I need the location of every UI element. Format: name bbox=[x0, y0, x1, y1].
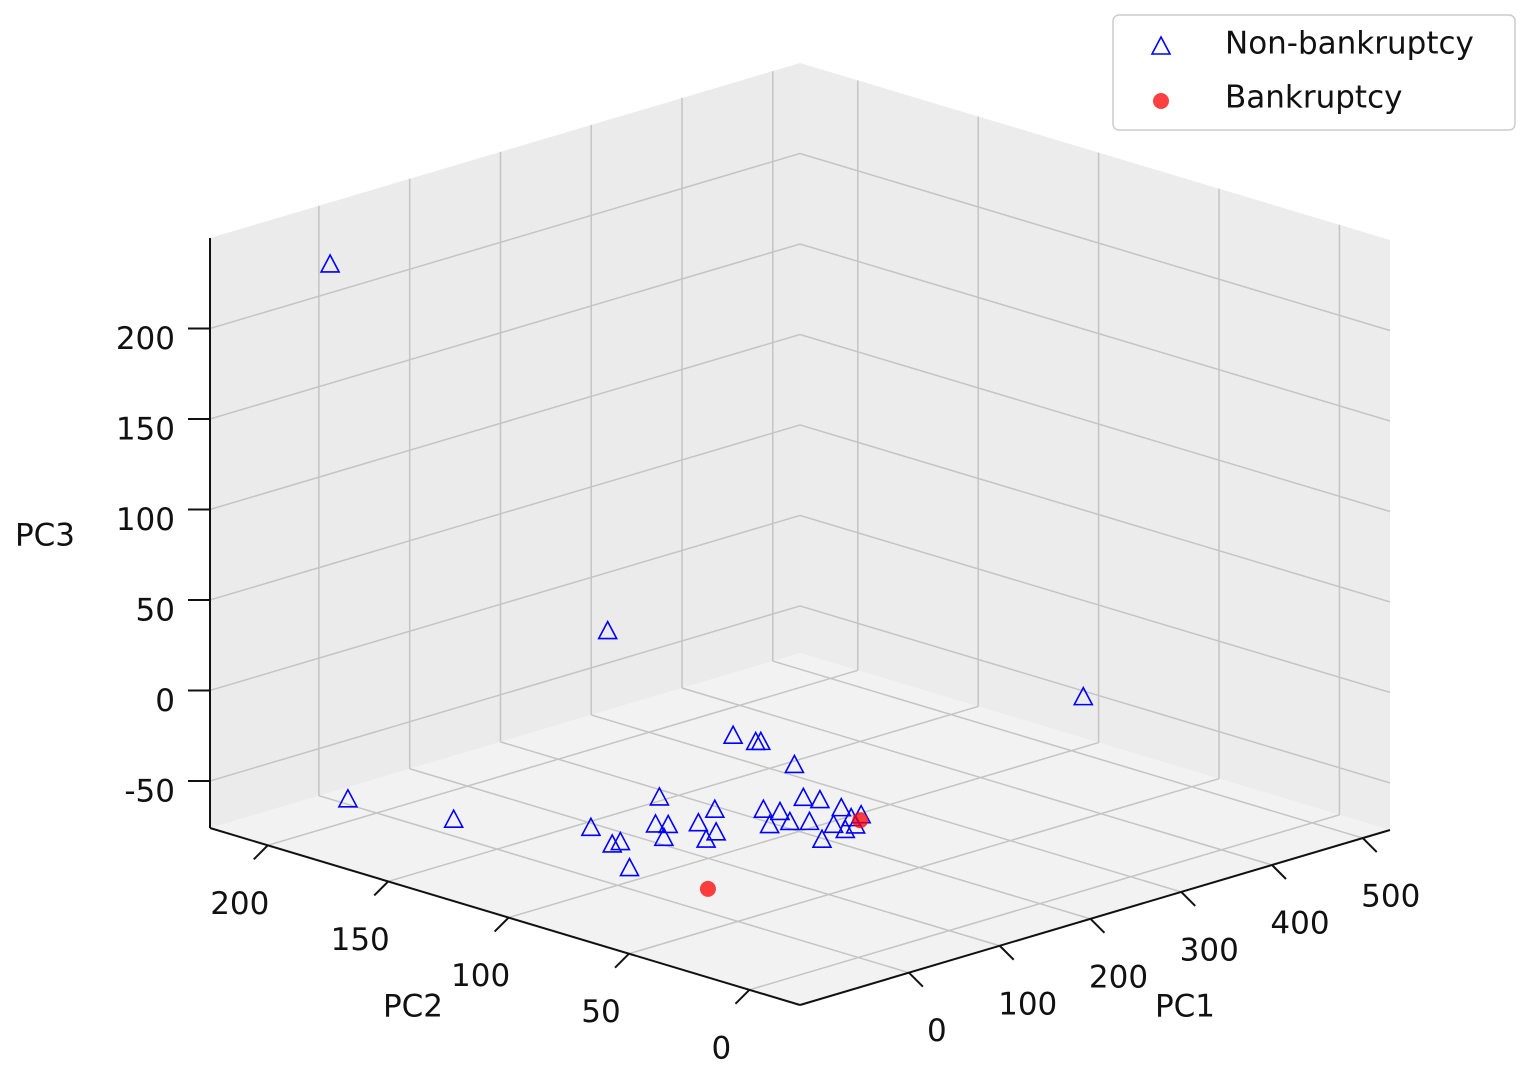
z-tick-label: 50 bbox=[136, 592, 175, 628]
y-tick-label: 50 bbox=[581, 994, 620, 1030]
triangle-marker bbox=[830, 796, 852, 817]
legend-label: Bankruptcy bbox=[1225, 80, 1402, 116]
x-axis-label: PC1 bbox=[1155, 989, 1215, 1025]
triangle-marker bbox=[1150, 35, 1172, 55]
triangle-marker bbox=[784, 753, 805, 774]
legend-label: Non-bankruptcy bbox=[1225, 26, 1474, 62]
grid-line bbox=[209, 514, 801, 692]
tick-mark bbox=[998, 945, 1015, 961]
triangle-marker bbox=[597, 619, 619, 640]
x-tick-label: 400 bbox=[1270, 906, 1329, 942]
triangle-marker bbox=[809, 788, 831, 809]
grid-line bbox=[267, 669, 859, 847]
triangle-marker bbox=[704, 798, 726, 819]
tick-mark bbox=[1362, 837, 1378, 853]
triangle-marker bbox=[695, 828, 717, 848]
triangle-marker bbox=[601, 833, 623, 853]
grid-line bbox=[209, 243, 801, 420]
circle-marker bbox=[1153, 93, 1169, 109]
triangle-marker bbox=[649, 786, 670, 806]
triangle-marker bbox=[823, 813, 844, 834]
tick-mark bbox=[1180, 891, 1196, 907]
circle-marker bbox=[852, 812, 869, 829]
pane bbox=[800, 63, 1390, 830]
grid-line bbox=[772, 660, 1363, 839]
triangle-marker bbox=[657, 813, 679, 834]
triangle-marker bbox=[779, 810, 801, 831]
triangle-marker bbox=[799, 810, 820, 831]
y-axis-label: PC2 bbox=[383, 989, 443, 1025]
grid-line bbox=[799, 605, 1391, 784]
z-tick-label: 200 bbox=[116, 321, 175, 357]
triangle-marker bbox=[443, 808, 464, 828]
triangle-marker bbox=[1072, 685, 1094, 706]
triangle-marker bbox=[759, 813, 780, 834]
grid-line bbox=[799, 514, 1391, 694]
x-tick-label: 200 bbox=[1089, 959, 1148, 995]
triangle-marker bbox=[580, 816, 602, 837]
tick-mark bbox=[614, 952, 630, 969]
grid-line bbox=[681, 687, 1273, 866]
triangle-marker bbox=[793, 786, 814, 807]
z-tick-label: 100 bbox=[116, 502, 175, 538]
grid-line bbox=[409, 768, 1000, 947]
triangle-marker bbox=[645, 813, 666, 833]
triangle-marker bbox=[337, 788, 359, 808]
grid-line bbox=[591, 714, 1182, 893]
tick-mark bbox=[373, 880, 389, 897]
axes-panes: 0 100 200 300 400 500 0 50 100 150 200 -50 0 50 100 150… bbox=[116, 63, 1420, 1066]
grid-line bbox=[318, 794, 910, 974]
triangle-marker bbox=[811, 828, 833, 849]
z-tick-label: 0 bbox=[155, 683, 175, 719]
pane bbox=[210, 63, 800, 828]
x-tick-label: 100 bbox=[998, 986, 1057, 1022]
tick-mark bbox=[1271, 864, 1287, 880]
tick-mark bbox=[908, 971, 924, 988]
grid-line bbox=[799, 243, 1391, 422]
triangle-marker bbox=[750, 730, 772, 751]
grid-line bbox=[749, 814, 1340, 991]
grid-line bbox=[628, 777, 1220, 955]
tick-mark bbox=[1089, 918, 1106, 934]
points bbox=[319, 253, 1094, 897]
grid-line bbox=[209, 333, 801, 511]
triangle-marker bbox=[753, 798, 774, 818]
triangle-marker bbox=[610, 830, 631, 851]
grid-line bbox=[799, 152, 1391, 332]
tick-mark bbox=[734, 989, 751, 1005]
z-tick-label: 150 bbox=[116, 411, 175, 447]
y-axis bbox=[209, 827, 801, 1006]
x-tick-label: 300 bbox=[1180, 932, 1239, 968]
tick-mark bbox=[253, 844, 269, 861]
triangle-marker bbox=[619, 856, 640, 877]
x-tick-label: 0 bbox=[927, 1013, 947, 1049]
grid-line bbox=[209, 152, 801, 330]
grid-line bbox=[209, 605, 801, 782]
triangle-marker bbox=[769, 800, 791, 821]
triangle-marker bbox=[319, 253, 341, 273]
y-tick-label: 0 bbox=[712, 1030, 732, 1066]
grid-line bbox=[500, 741, 1091, 920]
legend: Non-bankruptcy Bankruptcy bbox=[1112, 14, 1516, 131]
triangle-marker bbox=[688, 812, 709, 832]
x-tick-label: 500 bbox=[1361, 879, 1420, 915]
y-tick-label: 100 bbox=[451, 958, 510, 994]
grid-line bbox=[387, 705, 979, 883]
triangle-marker bbox=[722, 724, 744, 745]
z-tick-label: -50 bbox=[124, 773, 175, 809]
tick-mark bbox=[493, 916, 510, 933]
grid-line bbox=[799, 424, 1391, 603]
triangle-marker bbox=[705, 821, 727, 841]
grid-line bbox=[799, 333, 1391, 513]
grid-line bbox=[209, 424, 801, 601]
x-axis bbox=[799, 829, 1391, 1006]
triangle-marker bbox=[834, 818, 856, 839]
z-axis-label: PC3 bbox=[15, 518, 75, 554]
triangle-marker bbox=[653, 826, 675, 847]
y-tick-label: 200 bbox=[210, 886, 269, 922]
y-tick-label: 150 bbox=[331, 922, 390, 958]
circle-marker bbox=[699, 880, 716, 897]
legend-box bbox=[1112, 14, 1516, 131]
